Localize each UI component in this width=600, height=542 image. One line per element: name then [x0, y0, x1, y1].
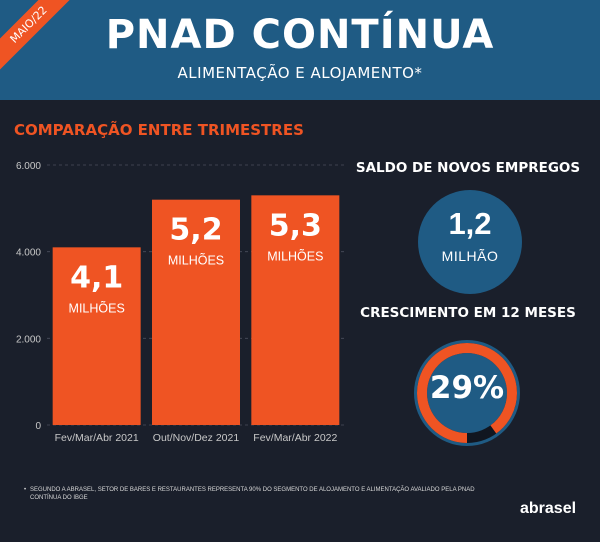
page-subtitle: ALIMENTAÇÃO E ALOJAMENTO* [177, 64, 423, 82]
growth-donut [414, 340, 520, 446]
donut-arc [417, 343, 517, 443]
y-tick-label: 6.000 [16, 161, 41, 172]
x-tick-label: Fev/Mar/Abr 2021 [55, 432, 139, 444]
saldo-circle: 1,2 MILHÃO [418, 190, 522, 294]
footnote-bullet: • [24, 487, 27, 493]
bar-unit-label: MILHÕES [267, 248, 323, 263]
x-tick-label: Fev/Mar/Abr 2022 [253, 432, 337, 444]
bar-chart: 0 2.000 4.000 6.000 4,1 MILHÕES Fev/Mar/Abr 20… [16, 161, 345, 444]
donut-background [414, 340, 520, 446]
bar-unit-label: MILHÕES [69, 300, 125, 315]
y-tick-label: 2.000 [16, 334, 41, 345]
y-tick-label: 4.000 [16, 248, 41, 259]
saldo-value: 1,2 [448, 206, 492, 241]
saldo-unit: MILHÃO [441, 248, 499, 264]
bar [251, 195, 340, 425]
bar [152, 199, 240, 425]
growth-value: 29% [429, 370, 505, 406]
saldo-title: SALDO DE NOVOS EMPREGOS [355, 160, 581, 176]
crescimento-title: CRESCIMENTO EM 12 MESES [360, 305, 576, 321]
bar-value-label: 5,2 [169, 213, 222, 248]
abrasel-logo: abrasel [520, 500, 577, 517]
bar-unit-label: MILHÕES [168, 253, 224, 268]
chart-section-title: COMPARAÇÃO ENTRE TRIMESTRES [14, 121, 304, 139]
header-banner [0, 0, 600, 100]
footnote: • Segundo a Abrasel, setor de bares e re… [24, 486, 480, 502]
footnote-text: Segundo a Abrasel, setor de bares e rest… [30, 487, 475, 501]
x-tick-label: Out/Nov/Dez 2021 [153, 432, 240, 444]
bar-value-label: 4,1 [70, 260, 123, 295]
page-title: PNAD CONTÍNUA [105, 12, 495, 58]
bar-value-label: 5,3 [269, 208, 322, 243]
bar [52, 247, 141, 425]
y-tick-label: 0 [35, 421, 41, 432]
